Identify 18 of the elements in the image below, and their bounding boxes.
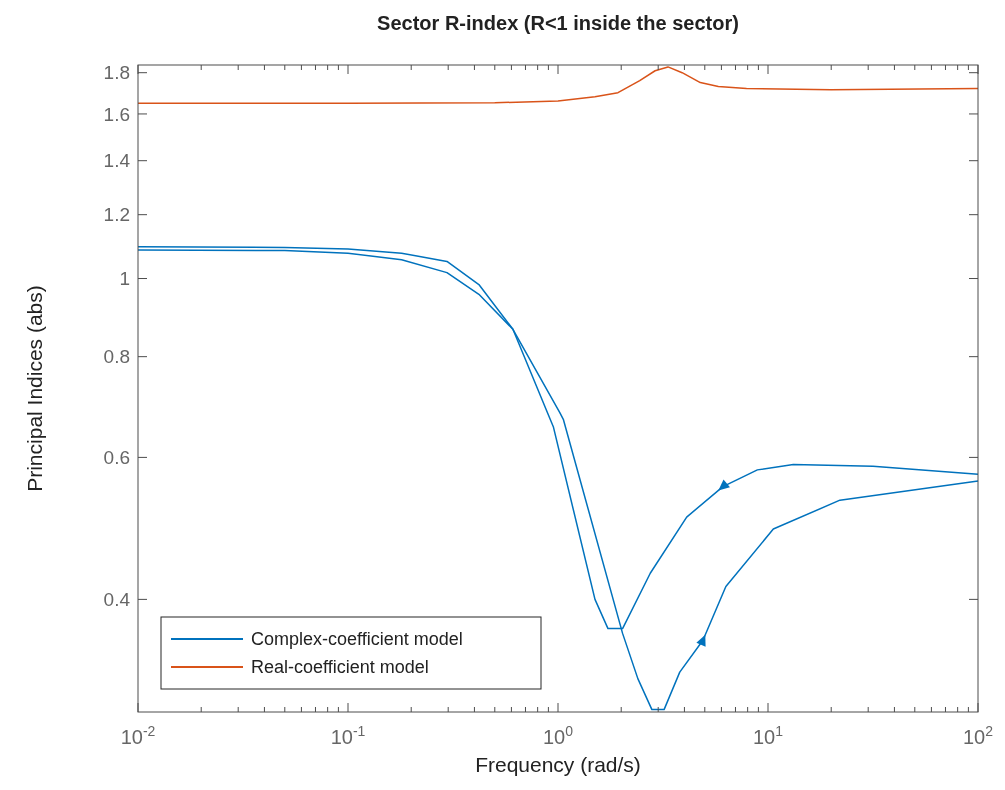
y-tick-label: 0.8 [103, 346, 130, 368]
y-tick-label: 0.6 [103, 447, 130, 469]
y-tick-label: 1.4 [103, 150, 131, 172]
chart-title: Sector R-index (R<1 inside the sector) [377, 12, 739, 34]
y-tick-label: 1.2 [103, 204, 130, 226]
y-tick-label: 1.6 [103, 103, 130, 125]
y-axis-title: Principal Indices (abs) [23, 285, 46, 492]
x-tick-label: 10$^{-1}$ [330, 723, 366, 748]
legend-label: Complex-coefficient model [251, 629, 463, 650]
y-tick-label: 1 [119, 268, 130, 290]
x-tick-label: 10$^{2}$ [962, 723, 994, 748]
x-axis-title: Frequency (rad/s) [475, 753, 641, 776]
x-tick-label: 10$^{0}$ [542, 723, 574, 748]
x-tick-label: 10$^{-2}$ [120, 723, 156, 748]
y-tick-label: 1.8 [103, 62, 130, 84]
legend-label: Real-coefficient model [251, 657, 429, 678]
x-tick-label: 10$^{1}$ [752, 723, 784, 748]
y-tick-label: 0.4 [103, 589, 131, 611]
